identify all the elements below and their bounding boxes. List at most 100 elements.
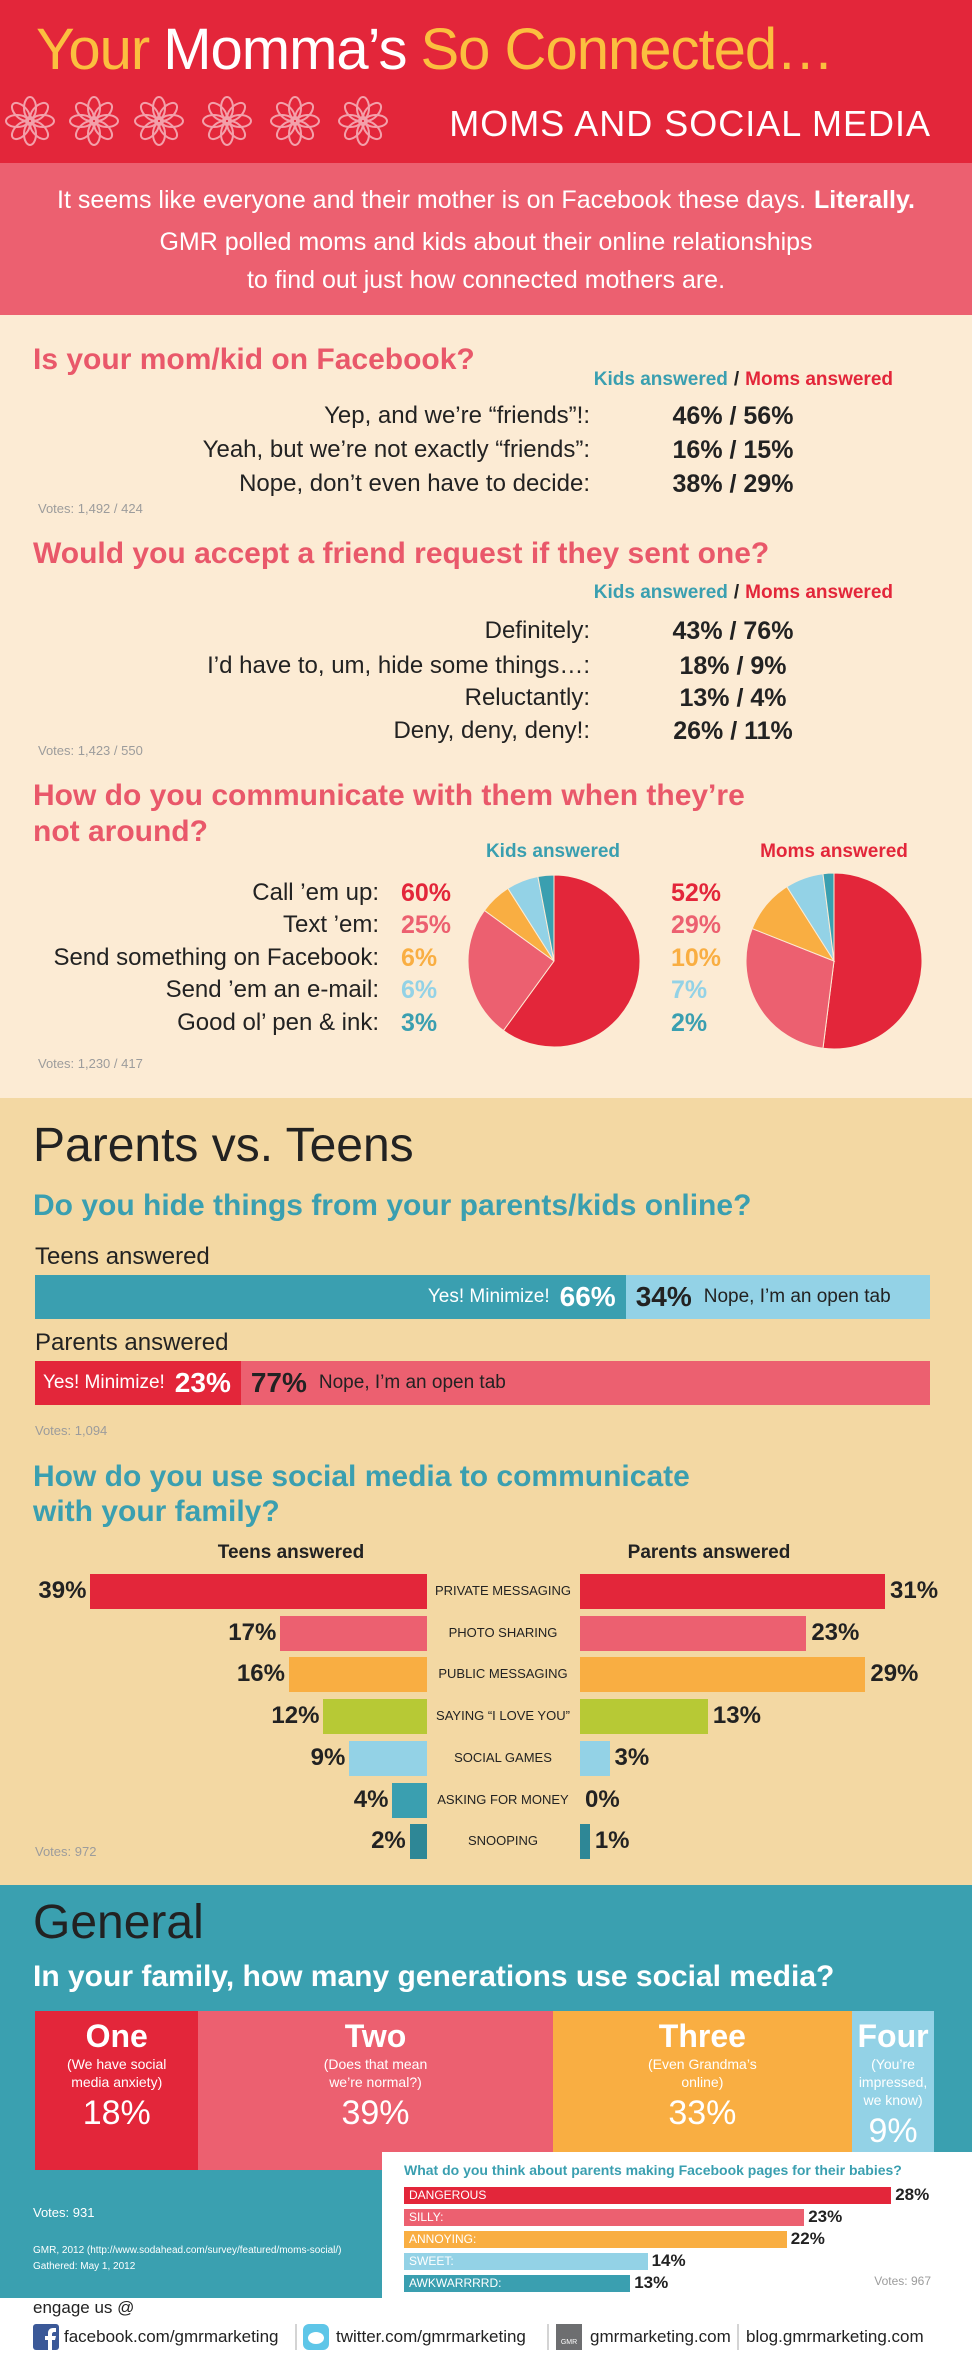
answer: Reluctantly: — [464, 684, 590, 712]
votes: Votes: 967 — [874, 2274, 931, 2289]
flower-ornament — [202, 96, 252, 146]
flower-ornament — [69, 96, 119, 146]
generation-block: Four (You’re impressed, we know) 9% — [852, 2011, 934, 2170]
pie-slice — [502, 874, 641, 1048]
result: 13% / 4% — [679, 683, 787, 712]
pie-slice — [822, 872, 923, 1050]
bar-segment: Yes! Minimize! 23% — [35, 1361, 241, 1405]
bar — [409, 1824, 427, 1859]
bar-value: 34% — [635, 1281, 692, 1312]
answer: Call ’em up: — [252, 879, 379, 907]
column-title: Parents answered — [627, 1541, 791, 1563]
intro-band — [0, 163, 972, 315]
header-band — [0, 0, 972, 163]
legend: Kids answered / Moms answered — [594, 581, 893, 606]
petal — [29, 101, 50, 122]
category-label: SWEET: — [409, 2254, 454, 2268]
block-note: (You’re impressed, we know) — [858, 2056, 928, 2108]
bar — [580, 1741, 610, 1776]
source: GMR, 2012 (http://www.sodahead.com/surve… — [33, 2244, 342, 2256]
intro-line: to find out just how connected mothers a… — [246, 265, 726, 294]
link: twitter.com/gmrmarketing — [336, 2326, 526, 2346]
category-label: SILLY: — [409, 2210, 444, 2224]
value-label: 23% — [808, 2206, 843, 2226]
bar-segment: 77% Nope, I’m an open tab — [240, 1361, 930, 1405]
bar — [580, 1699, 708, 1734]
chart-title: Your Momma’s So Connected… — [36, 12, 834, 87]
bar-text: Yes! Minimize! — [43, 1372, 165, 1393]
petal — [275, 120, 296, 141]
bar-text: Yes! Minimize! — [427, 1286, 550, 1307]
value-label: 1% — [594, 1827, 630, 1855]
value-label: 29% — [671, 910, 722, 939]
pie-title: Kids answered — [485, 840, 621, 862]
generation-block: One (We have social media anxiety) 18% — [35, 2011, 199, 2170]
votes: Votes: 972 — [35, 1843, 97, 1859]
flower-ornament — [270, 96, 320, 146]
pie-title: Moms answered — [760, 840, 908, 862]
bar — [392, 1783, 427, 1818]
question: not around? — [33, 814, 208, 848]
pie-slice — [467, 909, 555, 1032]
bar — [580, 1657, 866, 1692]
category-label: DANGEROUS — [409, 2188, 487, 2202]
title-part: Your — [36, 17, 150, 83]
legend-moms: Moms answered — [745, 581, 893, 603]
bar — [90, 1574, 427, 1609]
value-label: 4% — [353, 1786, 389, 1814]
value-label: 16% — [236, 1660, 285, 1688]
result: 46% / 56% — [672, 401, 794, 430]
result: 18% / 9% — [679, 651, 787, 680]
flower-center — [25, 116, 35, 126]
result: 26% / 11% — [673, 716, 793, 745]
petal — [158, 101, 179, 122]
value-label: 3% — [614, 1744, 650, 1772]
value-label: 39% — [38, 1577, 87, 1605]
bar: ANNOYING: — [404, 2231, 787, 2248]
value-label: 60% — [401, 878, 452, 907]
question: Is your mom/kid on Facebook? — [33, 342, 475, 376]
value-label: 25% — [401, 910, 452, 939]
legend: Kids answered / Moms answered — [594, 368, 893, 393]
answer: Definitely: — [484, 617, 590, 645]
question: What do you think about parents making F… — [404, 2161, 902, 2178]
flower-center — [222, 116, 232, 126]
category-label: PUBLIC MESSAGING — [438, 1665, 568, 1681]
answer: Yeah, but we’re not exactly “friends”: — [202, 436, 590, 464]
generation-block: Two (Does that mean we’re normal?) 39% — [198, 2011, 553, 2170]
block-title: Two — [344, 2018, 407, 2054]
flower-center — [89, 116, 99, 126]
block-note: (Does that mean we’re normal?) — [323, 2056, 428, 2090]
pie-slice — [537, 874, 555, 962]
bar: SWEET: — [404, 2253, 648, 2270]
flower-ornament — [338, 96, 388, 146]
section-heading: Parents vs. Teens — [33, 1118, 414, 1172]
bar — [580, 1574, 886, 1609]
answer: Send something on Facebook: — [53, 944, 379, 972]
value-label: 3% — [401, 1008, 438, 1037]
bar: SILLY: — [404, 2209, 805, 2226]
gmr-icon — [556, 2324, 582, 2350]
intro-text: It seems like everyone and their mother … — [57, 185, 807, 214]
bar — [580, 1616, 807, 1651]
answer: Send ’em an e-mail: — [165, 976, 379, 1004]
question: In your family, how many generations use… — [33, 1959, 835, 1993]
bar — [349, 1741, 427, 1776]
answer: Deny, deny, deny!: — [393, 717, 590, 745]
question: How do you use social media to communica… — [33, 1459, 690, 1493]
question: Do you hide things from your parents/kid… — [33, 1188, 752, 1222]
petal — [343, 120, 364, 141]
block-value: 18% — [82, 2094, 151, 2132]
petal — [294, 120, 315, 141]
category-label: SNOOPING — [467, 1832, 539, 1848]
column-title: Teens answered — [217, 1541, 365, 1563]
bar — [323, 1699, 427, 1734]
votes: Votes: 1,423 / 550 — [38, 742, 143, 758]
flower-center — [154, 116, 164, 126]
bar-text: Nope, I’m an open tab — [703, 1286, 891, 1307]
source: Gathered: May 1, 2012 — [33, 2260, 136, 2272]
result: 38% / 29% — [672, 469, 794, 498]
petal — [226, 101, 247, 122]
question: How do you communicate with them when th… — [33, 778, 745, 812]
